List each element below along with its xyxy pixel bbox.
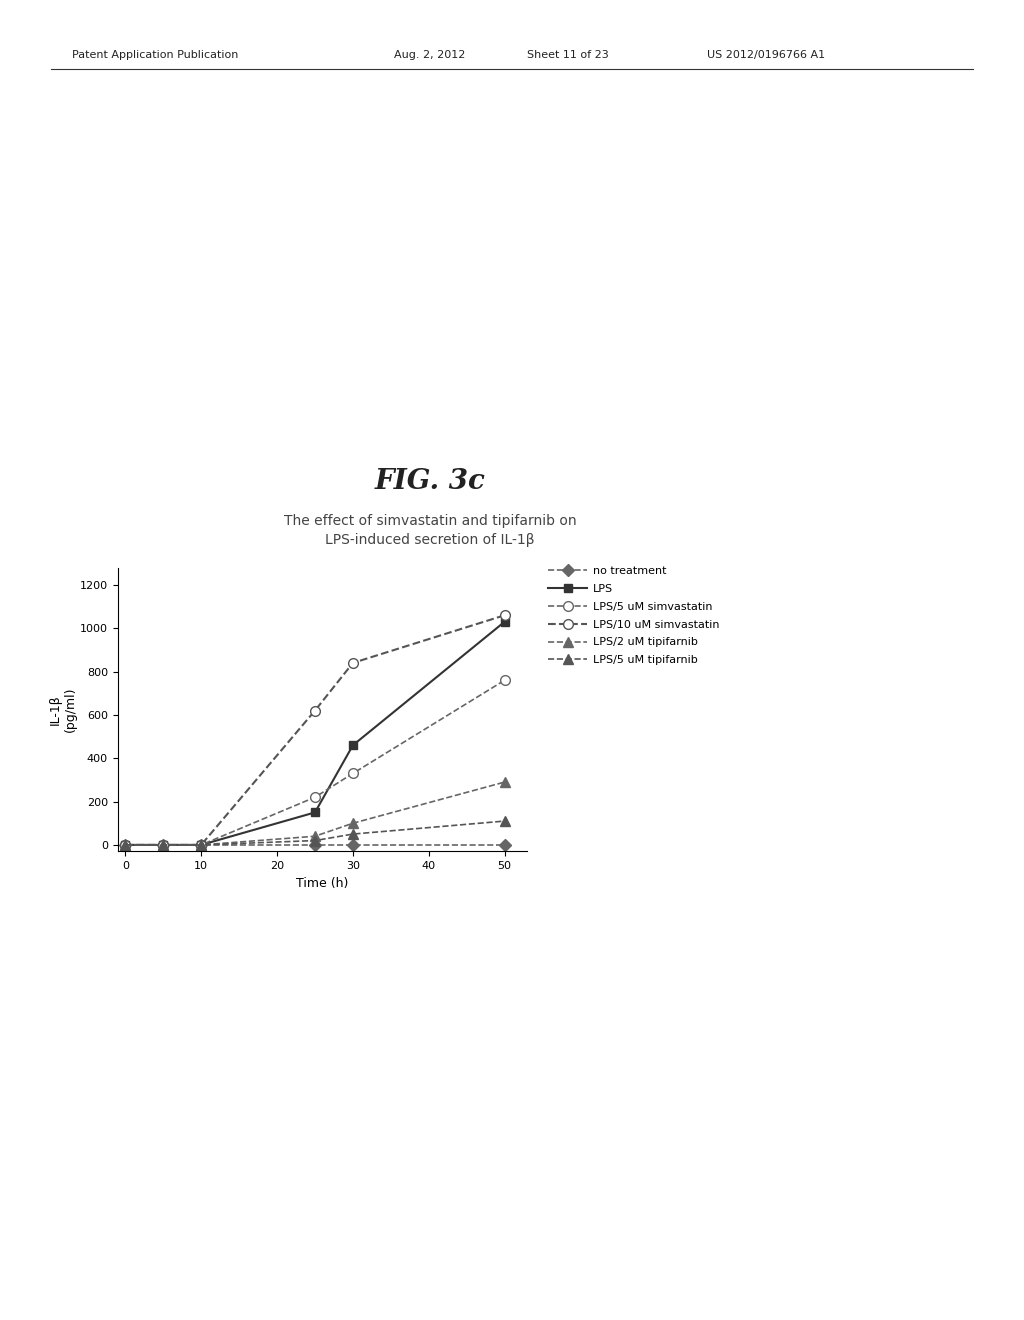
LPS/5 uM tipifarnib <box>157 837 169 853</box>
Legend: no treatment, LPS, LPS/5 uM simvastatin, LPS/10 uM simvastatin, LPS/2 uM tipifar: no treatment, LPS, LPS/5 uM simvastatin,… <box>544 562 724 669</box>
LPS/2 uM tipifarnib <box>195 837 207 853</box>
Text: Sheet 11 of 23: Sheet 11 of 23 <box>527 50 609 61</box>
LPS/2 uM tipifarnib <box>499 774 511 789</box>
LPS/10 uM simvastatin <box>157 837 169 853</box>
LPS <box>309 804 322 820</box>
LPS <box>195 837 207 853</box>
LPS/10 uM simvastatin <box>195 837 207 853</box>
LPS/5 uM simvastatin <box>499 672 511 688</box>
LPS <box>499 614 511 630</box>
Text: US 2012/0196766 A1: US 2012/0196766 A1 <box>707 50 824 61</box>
Line: LPS/5 uM simvastatin: LPS/5 uM simvastatin <box>121 676 510 850</box>
Line: LPS: LPS <box>121 618 509 849</box>
LPS/10 uM simvastatin <box>499 607 511 623</box>
no treatment <box>499 837 511 853</box>
LPS/5 uM tipifarnib <box>195 837 207 853</box>
no treatment <box>347 837 359 853</box>
no treatment <box>195 837 207 853</box>
LPS/10 uM simvastatin <box>347 655 359 671</box>
LPS/5 uM simvastatin <box>195 837 207 853</box>
no treatment <box>119 837 131 853</box>
Y-axis label: IL-1β
(pg/ml): IL-1β (pg/ml) <box>49 686 77 733</box>
Text: Patent Application Publication: Patent Application Publication <box>72 50 238 61</box>
Line: LPS/2 uM tipifarnib: LPS/2 uM tipifarnib <box>121 777 510 850</box>
Text: The effect of simvastatin and tipifarnib on
LPS-induced secretion of IL-1β: The effect of simvastatin and tipifarnib… <box>284 513 577 548</box>
LPS/5 uM simvastatin <box>157 837 169 853</box>
LPS/2 uM tipifarnib <box>119 837 131 853</box>
LPS <box>157 837 169 853</box>
LPS/5 uM tipifarnib <box>119 837 131 853</box>
LPS/5 uM simvastatin <box>347 766 359 781</box>
LPS <box>119 837 131 853</box>
X-axis label: Time (h): Time (h) <box>296 876 349 890</box>
LPS/2 uM tipifarnib <box>157 837 169 853</box>
no treatment <box>157 837 169 853</box>
Line: no treatment: no treatment <box>121 841 509 849</box>
Text: Aug. 2, 2012: Aug. 2, 2012 <box>394 50 466 61</box>
LPS/2 uM tipifarnib <box>347 816 359 832</box>
Text: FIG. 3c: FIG. 3c <box>375 469 485 495</box>
LPS/5 uM tipifarnib <box>309 833 322 849</box>
Line: LPS/10 uM simvastatin: LPS/10 uM simvastatin <box>121 610 510 850</box>
LPS/2 uM tipifarnib <box>309 829 322 845</box>
no treatment <box>309 837 322 853</box>
LPS <box>347 738 359 754</box>
Line: LPS/5 uM tipifarnib: LPS/5 uM tipifarnib <box>121 816 510 850</box>
LPS/5 uM tipifarnib <box>499 813 511 829</box>
LPS/5 uM tipifarnib <box>347 826 359 842</box>
LPS/10 uM simvastatin <box>309 702 322 718</box>
LPS/5 uM simvastatin <box>119 837 131 853</box>
LPS/10 uM simvastatin <box>119 837 131 853</box>
LPS/5 uM simvastatin <box>309 789 322 805</box>
